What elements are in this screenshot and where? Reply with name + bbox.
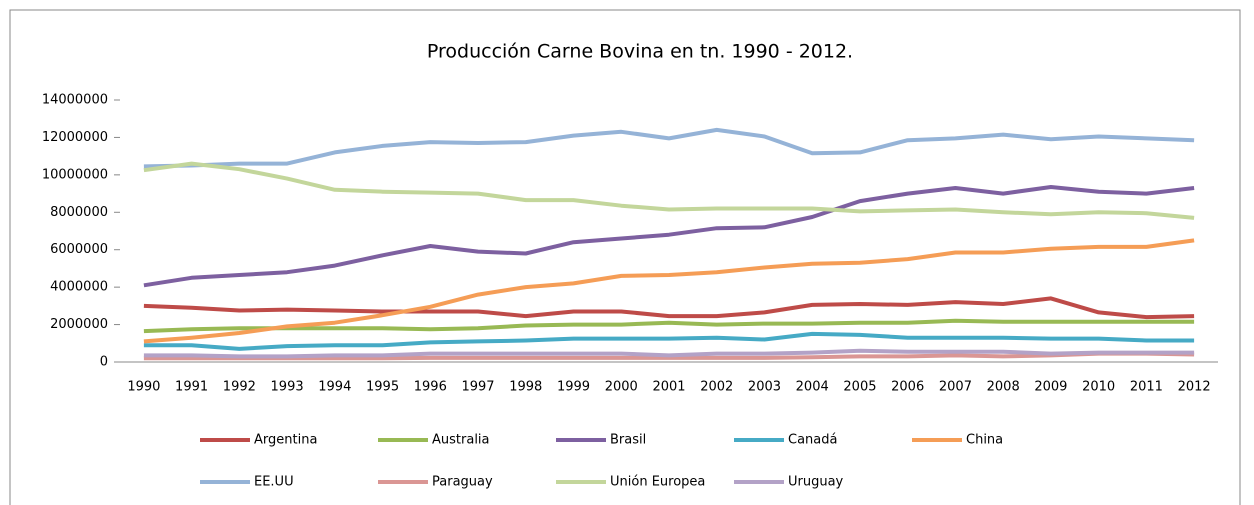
series-line — [143, 238, 1195, 344]
series-line — [143, 127, 1195, 169]
x-tick-label: 2001 — [652, 380, 685, 395]
x-tick-label: 1996 — [414, 380, 447, 395]
series-line — [143, 348, 1195, 359]
legend-label: Canadá — [788, 433, 837, 448]
x-tick-label: 2009 — [1034, 380, 1067, 395]
legend-label: Paraguay — [432, 475, 493, 490]
legend-label: Argentina — [254, 433, 317, 448]
x-tick-label: 2000 — [605, 380, 638, 395]
y-tick-label: 12000000 — [42, 130, 108, 145]
series-line — [143, 331, 1195, 351]
y-tick-label: 2000000 — [50, 317, 108, 332]
x-tick-label: 1998 — [509, 380, 542, 395]
x-tick-label: 2004 — [796, 380, 829, 395]
chart-border — [9, 9, 1241, 505]
legend-label: China — [966, 433, 1003, 448]
x-tick-label: 1993 — [271, 380, 304, 395]
x-tick-label: 2003 — [748, 380, 781, 395]
series-line — [143, 318, 1195, 334]
x-tick-label: 1997 — [461, 380, 494, 395]
x-tick-label: 2008 — [987, 380, 1020, 395]
x-tick-label: 2012 — [1178, 380, 1211, 395]
series-line — [143, 185, 1195, 288]
y-tick-label: 6000000 — [50, 242, 108, 257]
y-tick-label: 8000000 — [50, 205, 108, 220]
series-line — [143, 161, 1195, 220]
x-tick-label: 2005 — [843, 380, 876, 395]
x-tick-label: 1994 — [318, 380, 351, 395]
y-tick-label: 10000000 — [42, 167, 108, 182]
legend-label: Unión Europea — [610, 475, 705, 490]
x-tick-label: 2007 — [939, 380, 972, 395]
series-line — [143, 296, 1195, 320]
chart-title: Producción Carne Bovina en tn. 1990 - 20… — [427, 41, 853, 63]
x-tick-label: 2010 — [1082, 380, 1115, 395]
x-tick-label: 1992 — [223, 380, 256, 395]
y-tick-label: 14000000 — [42, 93, 108, 108]
series-line — [143, 351, 1195, 361]
x-tick-label: 2011 — [1130, 380, 1163, 395]
legend-label: Australia — [432, 433, 490, 448]
legend-label: Uruguay — [788, 475, 844, 490]
x-tick-label: 2002 — [700, 380, 733, 395]
x-tick-label: 1990 — [127, 380, 160, 395]
x-tick-label: 1991 — [175, 380, 208, 395]
y-tick-label: 4000000 — [50, 280, 108, 295]
x-tick-label: 2006 — [891, 380, 924, 395]
x-tick-label: 1999 — [557, 380, 590, 395]
legend-label: Brasil — [610, 433, 646, 448]
x-tick-label: 1995 — [366, 380, 399, 395]
legend-label: EE.UU — [254, 475, 294, 490]
y-tick-label: 0 — [100, 355, 108, 370]
